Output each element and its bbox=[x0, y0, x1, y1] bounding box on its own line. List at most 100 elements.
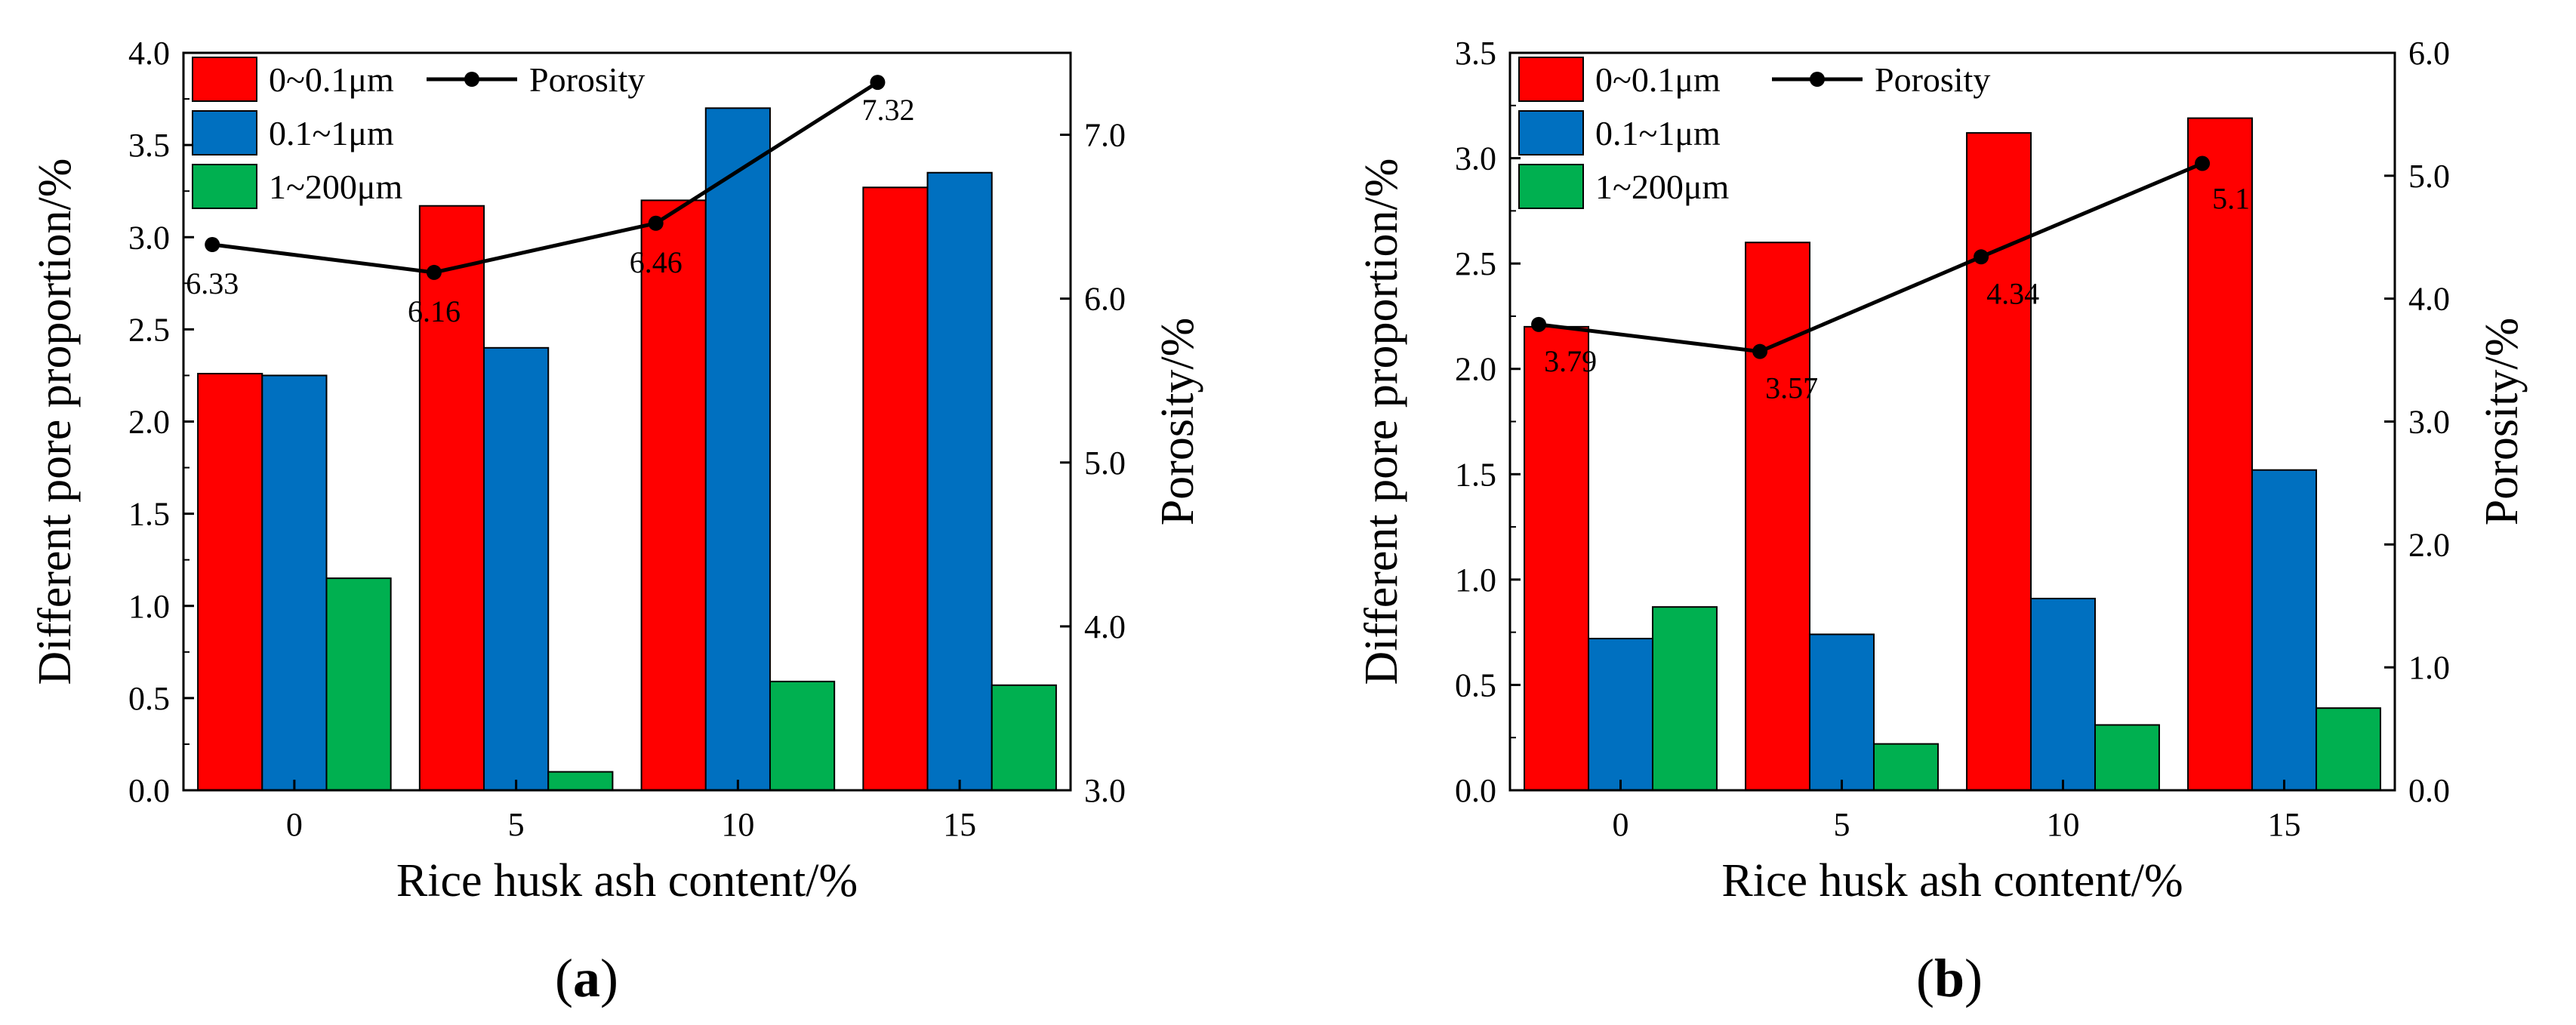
x-axis-title-b: Rice husk ash content/% bbox=[1721, 855, 2183, 906]
x-tick-label-a: 5 bbox=[508, 806, 525, 843]
bar-a-1~200μm-5 bbox=[547, 771, 614, 792]
porosity-line-a bbox=[211, 80, 879, 275]
legend-swatch-a bbox=[192, 164, 257, 209]
y-tick-label-a: 1.0 bbox=[128, 588, 170, 625]
legend-label-a: 0.1~1μm bbox=[269, 114, 394, 152]
x-tick-label-b: 5 bbox=[1834, 806, 1850, 843]
bar-b-1~200μm-5 bbox=[1872, 743, 1939, 791]
y2-tick-label-a: 3.0 bbox=[1084, 772, 1126, 809]
y2-tick-label-b: 1.0 bbox=[2408, 649, 2450, 686]
y-tick-label-b: 3.0 bbox=[1455, 140, 1496, 177]
porosity-point-b bbox=[1752, 343, 1768, 359]
y2-tick-label-b: 6.0 bbox=[2408, 35, 2450, 72]
porosity-point-b bbox=[1531, 316, 1547, 332]
y-tick-label-b: 3.5 bbox=[1455, 35, 1496, 72]
legend-swatch-b bbox=[1518, 57, 1584, 102]
caption-a-letter: a bbox=[573, 948, 600, 1008]
chart-panel-a: 0.0 0.5 1.0 1.5 2.0 2.5 3.0 3.5 4.0 3.0 4.0 5.0 6.0 7… bbox=[29, 35, 1203, 906]
bar-a-0~0.1μm-15 bbox=[862, 186, 929, 792]
y-tick-label-b: 0.5 bbox=[1455, 666, 1496, 703]
bar-a-0.1~1μm-10 bbox=[704, 107, 771, 791]
legend-label-a: 0~0.1μm bbox=[269, 60, 394, 99]
y-axis-title-a: Different pore proportion/% bbox=[29, 159, 81, 685]
bar-a-1~200μm-15 bbox=[991, 684, 1057, 792]
porosity-point-a bbox=[870, 75, 886, 91]
porosity-label-b: 3.57 bbox=[1765, 371, 1818, 405]
y-tick-label-a: 2.5 bbox=[128, 311, 170, 348]
y-tick-label-a: 2.0 bbox=[128, 404, 170, 441]
y2-tick-label-a: 4.0 bbox=[1084, 608, 1126, 645]
y2-axis-title-a: Porosity/% bbox=[1152, 318, 1203, 526]
legend-label-b: 0~0.1μm bbox=[1595, 60, 1721, 99]
bar-a-1~200μm-10 bbox=[769, 680, 836, 792]
porosity-point-a bbox=[426, 264, 442, 280]
bar-b-1~200μm-0 bbox=[1651, 606, 1718, 791]
bar-a-0~0.1μm-10 bbox=[640, 199, 707, 791]
caption-a: (a) bbox=[555, 948, 618, 1008]
bar-b-0~0.1μm-0 bbox=[1524, 325, 1590, 791]
bar-a-0~0.1μm-5 bbox=[418, 205, 485, 792]
porosity-line-b bbox=[1538, 162, 2204, 354]
legend-swatch-b bbox=[1518, 164, 1584, 209]
y2-tick-label-a: 5.0 bbox=[1084, 445, 1126, 482]
bar-b-0.1~1μm-5 bbox=[1809, 633, 1875, 791]
legend-line-marker-a bbox=[464, 72, 479, 87]
x-tick-label-a: 0 bbox=[286, 806, 303, 843]
y-tick-label-a: 0.0 bbox=[128, 772, 170, 809]
x-tick-label-b: 0 bbox=[1613, 806, 1629, 843]
y-tick-label-b: 2.5 bbox=[1455, 245, 1496, 282]
y2-axis-title-b: Porosity/% bbox=[2476, 318, 2528, 526]
y-tick-label-b: 2.0 bbox=[1455, 351, 1496, 388]
bar-a-0.1~1μm-5 bbox=[483, 346, 550, 791]
legend-label-b: 1~200μm bbox=[1595, 168, 1730, 206]
porosity-label-b: 5.1 bbox=[2212, 182, 2250, 216]
y-tick-label-a: 4.0 bbox=[128, 35, 170, 72]
y2-tick-label-a: 7.0 bbox=[1084, 117, 1126, 154]
y-tick-label-b: 0.0 bbox=[1455, 772, 1496, 809]
bar-a-1~200μm-0 bbox=[325, 577, 392, 791]
caption-b: (b) bbox=[1915, 948, 1983, 1008]
bar-b-0.1~1μm-15 bbox=[2251, 469, 2317, 792]
legend-a: 0~0.1μm 0.1~1μm 1~200μm Porosity bbox=[192, 57, 645, 209]
bar-b-0.1~1μm-10 bbox=[2030, 597, 2096, 791]
y2-tick-label-a: 6.0 bbox=[1084, 281, 1126, 318]
porosity-label-a: 6.33 bbox=[186, 266, 239, 300]
legend-swatch-a bbox=[192, 110, 257, 155]
x-tick-label-b: 15 bbox=[2268, 806, 2301, 843]
legend-b: 0~0.1μm 0.1~1μm 1~200μm Porosity bbox=[1518, 57, 1990, 209]
y-tick-label-a: 3.5 bbox=[128, 127, 170, 164]
porosity-label-b: 4.34 bbox=[1986, 276, 2039, 310]
legend-label-b: 0.1~1μm bbox=[1595, 114, 1721, 152]
bar-b-0~0.1μm-5 bbox=[1745, 242, 1811, 791]
x-axis-title-a: Rice husk ash content/% bbox=[396, 855, 858, 906]
caption-b-letter: b bbox=[1934, 948, 1965, 1008]
y2-tick-label-b: 0.0 bbox=[2408, 772, 2450, 809]
porosity-point-b bbox=[1974, 249, 1989, 265]
legend-label-a: Porosity bbox=[529, 60, 645, 99]
legend-swatch-a bbox=[192, 57, 257, 102]
y-tick-label-a: 1.5 bbox=[128, 496, 170, 533]
porosity-label-b: 3.79 bbox=[1544, 344, 1597, 378]
y-tick-label-a: 3.0 bbox=[128, 219, 170, 256]
x-tick-label-b: 10 bbox=[2047, 806, 2080, 843]
y2-tick-label-b: 5.0 bbox=[2408, 158, 2450, 195]
bar-b-0~0.1μm-15 bbox=[2187, 117, 2254, 791]
y-tick-label-a: 0.5 bbox=[128, 680, 170, 717]
porosity-label-a: 6.16 bbox=[408, 294, 461, 328]
y-tick-label-b: 1.5 bbox=[1455, 456, 1496, 493]
bar-b-1~200μm-15 bbox=[2315, 707, 2381, 791]
porosity-label-a: 6.46 bbox=[630, 245, 683, 279]
porosity-point-a bbox=[205, 237, 220, 253]
chart-panel-b: 0.0 0.5 1.0 1.5 2.0 2.5 3.0 3.5 0.0 1.0 2.0 3.0 4.0 5… bbox=[1356, 35, 2528, 906]
porosity-point-a bbox=[648, 215, 664, 231]
bar-a-0.1~1μm-0 bbox=[261, 374, 328, 791]
bar-a-0.1~1μm-15 bbox=[926, 171, 993, 791]
legend-swatch-b bbox=[1518, 110, 1584, 155]
y-tick-label-b: 1.0 bbox=[1455, 562, 1496, 599]
y2-tick-label-b: 2.0 bbox=[2408, 526, 2450, 563]
legend-label-a: 1~200μm bbox=[269, 168, 403, 206]
x-tick-label-a: 15 bbox=[943, 806, 976, 843]
bar-b-0.1~1μm-0 bbox=[1588, 638, 1653, 792]
y2-tick-label-b: 4.0 bbox=[2408, 281, 2450, 318]
